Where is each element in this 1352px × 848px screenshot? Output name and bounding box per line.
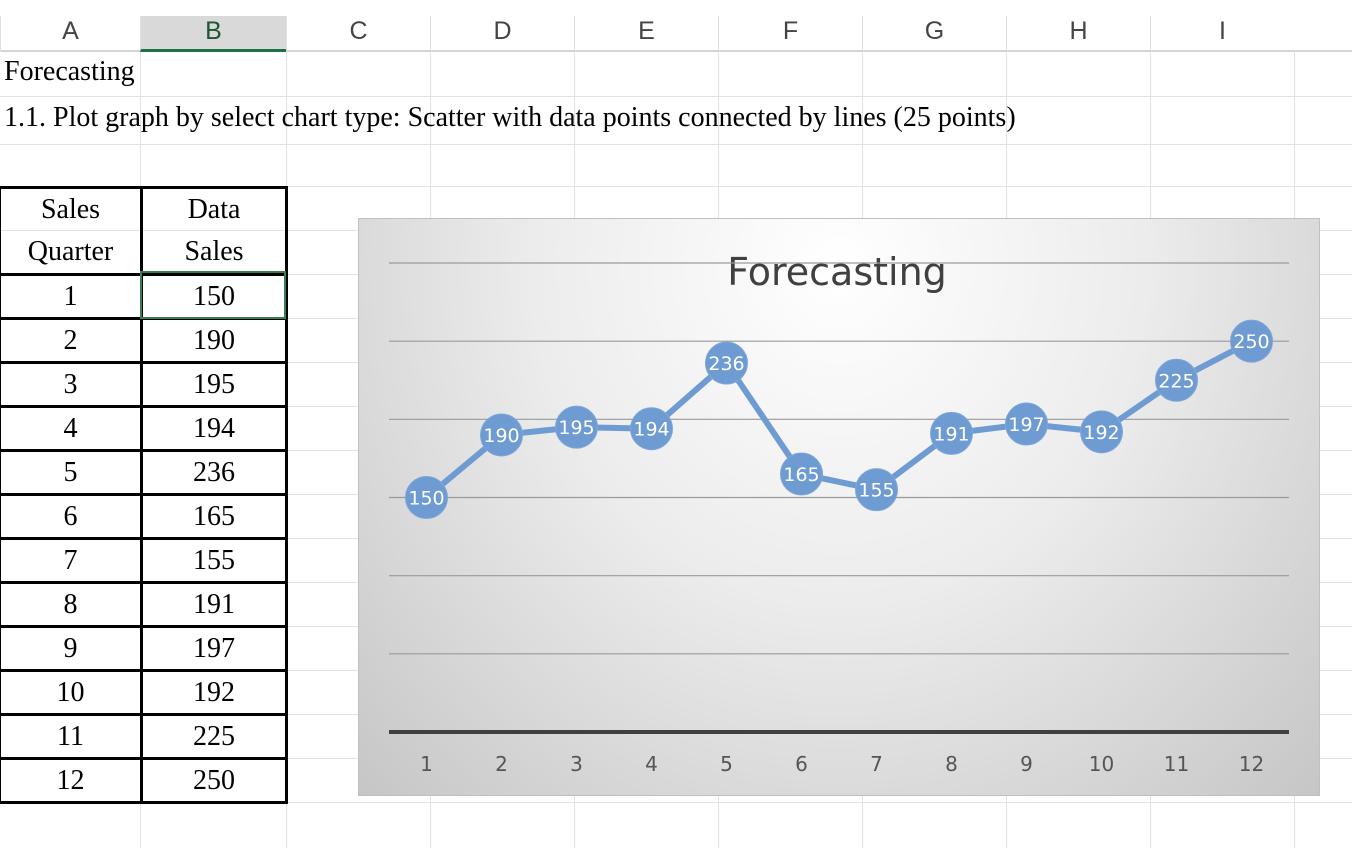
data-label: 190 — [483, 425, 519, 447]
quarter-cell[interactable]: 12 — [0, 757, 143, 804]
quarter-cell[interactable]: 11 — [0, 713, 143, 760]
header-sales-quarter-line1: Sales — [40, 194, 101, 225]
sales-cell[interactable]: 190 — [140, 317, 288, 364]
data-label: 165 — [783, 464, 819, 486]
data-point-marker — [630, 407, 673, 451]
data-point-marker — [1080, 410, 1123, 454]
x-tick-label: 6 — [795, 752, 808, 776]
table-row: 5 236 — [0, 449, 288, 496]
x-tick-label: 1 — [420, 752, 433, 776]
table-row: 4 194 — [0, 405, 288, 452]
header-data-sales-line2: Sales — [184, 236, 244, 267]
sales-cell[interactable]: 197 — [140, 625, 288, 672]
sales-cell[interactable]: 225 — [140, 713, 288, 760]
x-tick-label: 2 — [495, 752, 508, 776]
quarter-cell[interactable]: 1 — [0, 273, 143, 320]
sales-cell[interactable]: 192 — [140, 669, 288, 716]
x-tick-label: 4 — [645, 752, 658, 776]
grid-row-line — [0, 144, 1352, 145]
sales-cell[interactable]: 191 — [140, 581, 288, 628]
grid-row-line — [0, 186, 1352, 187]
quarter-cell[interactable]: 9 — [0, 625, 143, 672]
table-header-row: Sales Quarter Data Sales — [0, 186, 288, 276]
quarter-cell[interactable]: 7 — [0, 537, 143, 584]
quarter-cell[interactable]: 2 — [0, 317, 143, 364]
x-tick-label: 5 — [720, 752, 733, 776]
data-label: 250 — [1233, 331, 1269, 353]
header-sales-quarter[interactable]: Sales Quarter — [0, 186, 143, 276]
table-row: 7 155 — [0, 537, 288, 584]
header-sales-quarter-line2: Quarter — [27, 236, 114, 267]
data-label: 236 — [708, 353, 744, 375]
data-point-marker — [705, 341, 748, 385]
table-row: 3 195 — [0, 361, 288, 408]
sales-data-table: Sales Quarter Data Sales 1 150 2 190 3 195 4 19… — [0, 186, 288, 804]
column-header-h[interactable]: H — [1006, 16, 1150, 52]
sales-cell[interactable]: 155 — [140, 537, 288, 584]
quarter-cell[interactable]: 8 — [0, 581, 143, 628]
table-row: 11 225 — [0, 713, 288, 760]
column-header-g[interactable]: G — [862, 16, 1006, 52]
table-row: 6 165 — [0, 493, 288, 540]
sales-cell[interactable]: 250 — [140, 757, 288, 804]
x-tick-label: 8 — [945, 752, 958, 776]
x-tick-label: 11 — [1164, 752, 1189, 776]
grid-row-line — [0, 802, 1352, 803]
sales-cell[interactable]: 194 — [140, 405, 288, 452]
column-header-d[interactable]: D — [430, 16, 574, 52]
table-row: 9 197 — [0, 625, 288, 672]
x-tick-label: 7 — [870, 752, 883, 776]
data-point-marker — [1005, 402, 1048, 446]
table-row: 10 192 — [0, 669, 288, 716]
x-tick-label: 10 — [1089, 752, 1114, 776]
column-header-c[interactable]: C — [286, 16, 430, 52]
sales-cell[interactable]: 236 — [140, 449, 288, 496]
quarter-cell[interactable]: 10 — [0, 669, 143, 716]
grid-row-line — [0, 96, 1352, 97]
data-label: 195 — [558, 417, 594, 439]
quarter-cell[interactable]: 5 — [0, 449, 143, 496]
quarter-cell[interactable]: 4 — [0, 405, 143, 452]
sales-cell[interactable]: 195 — [140, 361, 288, 408]
data-label: 225 — [1158, 370, 1194, 392]
table-row: 12 250 — [0, 757, 288, 804]
header-data-sales-line1: Data — [187, 194, 241, 225]
x-tick-label: 9 — [1020, 752, 1033, 776]
chart-title: Forecasting — [727, 250, 947, 294]
column-header-e[interactable]: E — [574, 16, 718, 52]
quarter-cell[interactable]: 6 — [0, 493, 143, 540]
table-row: 2 190 — [0, 317, 288, 364]
column-header-f[interactable]: F — [718, 16, 862, 52]
data-label: 197 — [1008, 414, 1044, 436]
instruction-cell[interactable]: 1.1. Plot graph by select chart type: Sc… — [4, 102, 1016, 133]
data-point-marker — [480, 413, 523, 457]
data-point-marker — [780, 452, 823, 496]
table-row: 1 150 — [0, 273, 288, 320]
data-point-marker — [1230, 319, 1273, 363]
quarter-cell[interactable]: 3 — [0, 361, 143, 408]
data-point-marker — [1155, 358, 1198, 402]
column-header-a[interactable]: A — [0, 16, 140, 52]
data-label: 191 — [933, 423, 969, 445]
table-row: 8 191 — [0, 581, 288, 628]
column-header-i[interactable]: I — [1150, 16, 1294, 52]
data-point-marker — [930, 411, 973, 455]
x-tick-label: 12 — [1239, 752, 1264, 776]
data-label: 192 — [1083, 422, 1119, 444]
data-label: 150 — [408, 488, 444, 510]
data-point-marker — [855, 468, 898, 512]
forecasting-chart[interactable]: Forecasting 1 2 3 4 5 6 7 8 9 10 11 12 150 190 195 194 23… — [358, 218, 1320, 796]
data-point-marker — [555, 405, 598, 449]
data-label: 155 — [858, 480, 894, 502]
sales-cell[interactable]: 165 — [140, 493, 288, 540]
data-label: 194 — [633, 419, 669, 441]
sales-cell[interactable]: 150 — [140, 273, 288, 320]
sheet-title-cell[interactable]: Forecasting — [4, 56, 135, 87]
x-tick-label: 3 — [570, 752, 583, 776]
header-data-sales[interactable]: Data Sales — [140, 186, 288, 276]
column-header-b[interactable]: B — [140, 16, 286, 52]
data-point-marker — [405, 476, 448, 519]
